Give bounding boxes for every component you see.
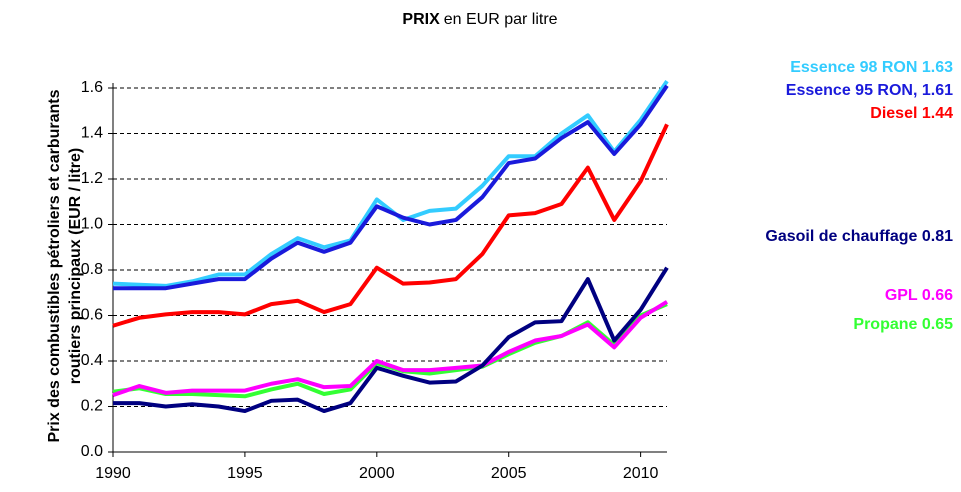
x-tick-label: 1995 bbox=[227, 465, 263, 482]
y-tick-label: 0.0 bbox=[81, 443, 103, 460]
y-tick-label: 0.2 bbox=[81, 398, 103, 415]
y-tick-label: 1.4 bbox=[81, 125, 103, 142]
legend-label: Gasoil de chauffage 0.81 bbox=[765, 228, 953, 245]
series-line bbox=[112, 302, 668, 399]
y-tick-label: 1.0 bbox=[81, 216, 103, 233]
x-tick-label: 2005 bbox=[491, 465, 527, 482]
x-tick-label: 2010 bbox=[623, 465, 659, 482]
chart-title: en EUR par litre bbox=[444, 11, 558, 28]
series-line bbox=[113, 84, 669, 291]
x-tick-label: 2000 bbox=[359, 465, 395, 482]
series-line bbox=[112, 123, 669, 328]
legend-label: Essence 95 RON, 1.61 bbox=[786, 82, 953, 99]
series-line bbox=[113, 266, 669, 414]
y-axis-label: Prix des combustibles pétroliers et carb… bbox=[46, 89, 84, 443]
y-tick-label: 1.6 bbox=[81, 79, 103, 96]
legend-label: Essence 98 RON 1.63 bbox=[790, 59, 953, 76]
y-tick-label: 1.2 bbox=[81, 170, 103, 187]
legend-label: Diesel 1.44 bbox=[870, 105, 953, 122]
legend-label: Propane 0.65 bbox=[853, 316, 953, 333]
chart-title-bold: PRIX bbox=[402, 11, 440, 28]
x-tick-label: 1990 bbox=[95, 465, 131, 482]
y-tick-label: 0.8 bbox=[81, 261, 103, 278]
series-line bbox=[112, 80, 669, 288]
legend-label: GPL 0.66 bbox=[885, 287, 953, 304]
y-tick-label: 0.6 bbox=[81, 307, 103, 324]
y-tick-label: 0.4 bbox=[81, 352, 103, 369]
series-line bbox=[112, 300, 669, 398]
